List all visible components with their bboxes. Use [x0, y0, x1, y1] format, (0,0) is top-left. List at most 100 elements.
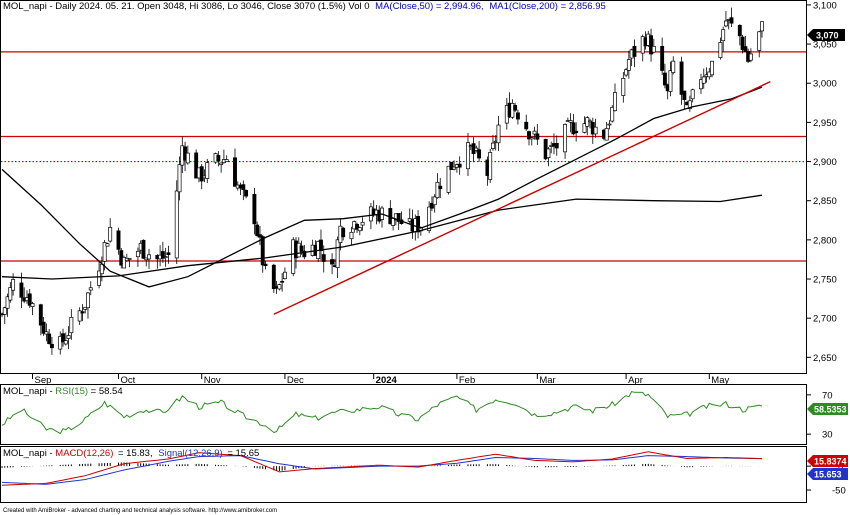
candle-down: [319, 239, 323, 251]
candle-up: [488, 152, 493, 180]
macd-tag-text: 15.8374: [814, 457, 847, 467]
rsi-tag: 58.5353: [807, 403, 848, 415]
candle-up: [699, 79, 703, 90]
candle-up: [446, 165, 451, 193]
candle-up: [88, 287, 93, 291]
candle-up: [108, 227, 113, 242]
candle-up: [613, 92, 617, 112]
macd-tag: 15.8374: [807, 455, 848, 467]
candle-up: [563, 124, 568, 153]
price-candles: [0, 7, 764, 355]
candle-down: [61, 333, 65, 343]
candle-down: [263, 263, 268, 267]
price-y-axis: 3,100 3,050 3,000 2,950 2,900 2,850 2,800 2,750…: [807, 0, 837, 364]
trendline: [273, 81, 771, 315]
candle-down: [41, 321, 46, 334]
candle-up: [277, 284, 282, 290]
price-pane-frame: [0, 0, 807, 374]
macd-value: = 15.83,: [118, 448, 153, 459]
signal-tag-text: 15.653: [814, 470, 842, 480]
candle-up: [127, 258, 132, 260]
rsi-y-axis: 70 30: [807, 390, 833, 441]
candle-down: [429, 202, 434, 209]
candle-down: [438, 185, 443, 189]
candle-down: [260, 236, 265, 266]
candle-down: [244, 190, 249, 197]
signal-tag: 15.653: [807, 468, 848, 480]
candle-up: [718, 42, 723, 58]
rsi-tag-text: 58.5353: [814, 405, 847, 415]
candle-up: [427, 206, 432, 231]
candle-up: [2, 307, 7, 315]
candle-down: [355, 223, 359, 230]
x-tick-label: 2024: [376, 375, 398, 386]
candle-up: [11, 279, 16, 291]
candle-up: [668, 70, 673, 92]
x-tick-label: Nov: [204, 375, 221, 386]
candle-up: [357, 227, 362, 232]
y-tick-label: 2,750: [813, 275, 837, 286]
candle-up: [205, 162, 210, 179]
candle-down: [740, 36, 745, 51]
macd-lines: [1, 451, 763, 486]
candle-up: [105, 243, 110, 247]
candle-up: [435, 181, 440, 199]
candle-up: [69, 316, 74, 334]
candle-up: [687, 100, 692, 109]
candle-up: [568, 120, 573, 123]
candle-down: [662, 72, 667, 86]
macd-series-line: [1, 451, 763, 486]
candle-down: [299, 245, 304, 252]
candle-down: [660, 45, 665, 71]
macd-name: MACD(12,26): [55, 448, 113, 459]
candle-down: [160, 251, 165, 259]
candle-down: [233, 157, 237, 187]
y-tick-label: 3,000: [813, 79, 837, 90]
candle-down: [27, 293, 32, 306]
candle-up: [626, 59, 631, 71]
candle-down: [743, 46, 748, 52]
candle-up: [546, 148, 551, 158]
candle-down: [513, 105, 518, 111]
candle-up: [532, 130, 537, 135]
candle-down: [729, 17, 734, 24]
candle-up: [607, 123, 612, 126]
y-tick-label: 3,100: [813, 0, 837, 11]
ma50-label: MA(Close,50) = 2,994.96,: [375, 1, 484, 12]
candle-down: [194, 152, 199, 179]
signal-series-line: [1, 455, 762, 485]
candle-up: [466, 142, 470, 170]
candle-up: [701, 76, 706, 84]
candle-up: [219, 162, 224, 165]
last-price-tag-text: 3,070: [816, 31, 839, 41]
candle-up: [651, 46, 656, 53]
price-x-axis: Sep Oct Nov Dec 2024 Feb Mar Apr May: [32, 373, 729, 386]
candle-up: [588, 120, 592, 123]
price-pane: 3,100 3,050 3,000 2,950 2,900 2,850 2,800 2,750…: [0, 0, 845, 386]
x-tick-label: Mar: [539, 375, 555, 386]
candle-down: [241, 184, 246, 191]
candle-down: [477, 149, 482, 159]
trendline-line: [273, 81, 771, 315]
candle-down: [49, 343, 54, 349]
candle-up: [490, 142, 495, 149]
candle-up: [529, 137, 534, 140]
candle-up: [593, 126, 598, 135]
candle-up: [621, 78, 626, 96]
candle-down: [252, 194, 257, 225]
candle-up: [690, 89, 695, 100]
y-tick-label: 2,650: [813, 353, 837, 364]
candle-up: [30, 303, 35, 307]
moving-averages: [1, 86, 763, 288]
footer-credit: Created with AmiBroker - advanced charti…: [3, 508, 277, 514]
candle-down: [535, 133, 540, 140]
candle-down: [396, 213, 401, 222]
last-price-tag: 3,070: [807, 29, 845, 41]
macd-tick-label: -50: [832, 486, 846, 497]
candle-up: [452, 166, 457, 170]
macd-tag-shape: [807, 455, 848, 467]
ma50-line: [1, 86, 763, 288]
candle-up: [760, 21, 764, 32]
last-price-tag-shape: [807, 29, 845, 41]
